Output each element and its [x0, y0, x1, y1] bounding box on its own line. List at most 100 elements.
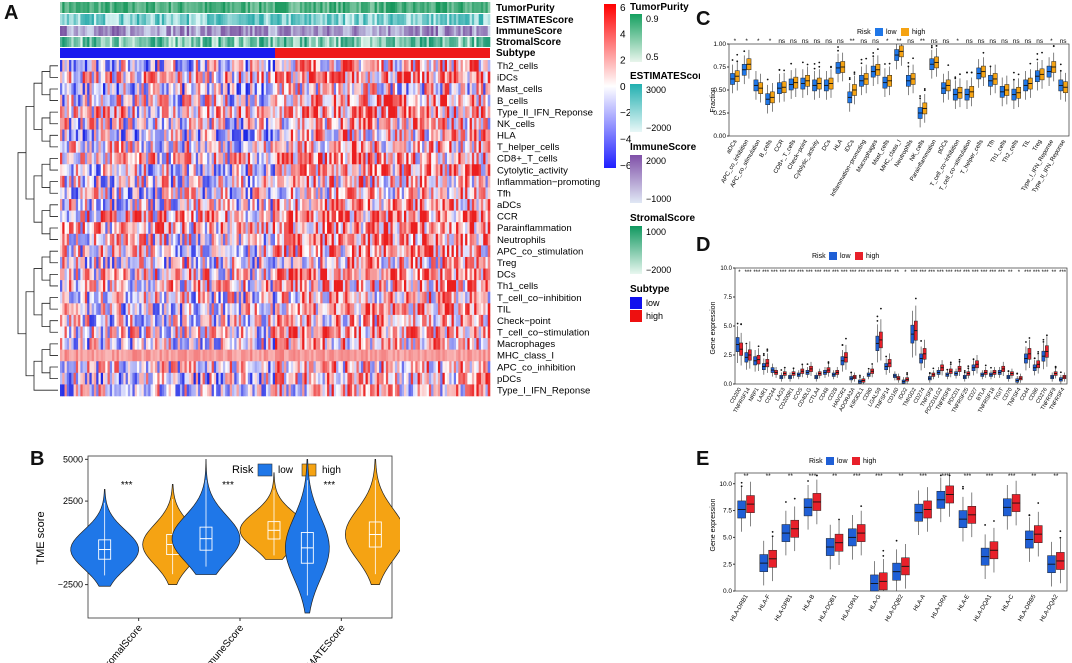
heatmap-cell — [388, 256, 391, 269]
heatmap-cell — [109, 164, 113, 177]
annotation-cell — [182, 26, 185, 36]
heatmap-cell — [179, 245, 183, 258]
heatmap-cell — [118, 256, 122, 269]
heatmap-cell — [458, 60, 461, 72]
heatmap-cell — [150, 141, 154, 153]
heatmap-cell — [347, 60, 350, 72]
annotation-cell — [189, 37, 192, 47]
subtype-high-bar — [275, 48, 490, 58]
heatmap-cell — [442, 106, 446, 119]
heatmap-cell — [406, 83, 409, 96]
heatmap-cell — [487, 94, 491, 107]
annotation-cell — [361, 37, 364, 47]
heatmap-cell — [442, 60, 446, 72]
heatmap-cell — [191, 117, 194, 130]
heatmap-cell — [229, 117, 233, 130]
heatmap-cell — [331, 280, 335, 293]
heatmap-cell — [365, 83, 369, 96]
heatmap-cell — [195, 106, 199, 119]
heatmap-cell — [469, 164, 473, 177]
heatmap-cell — [458, 94, 461, 107]
annotation-cell — [118, 26, 122, 36]
heatmap-cell — [207, 152, 210, 165]
heatmap-cell — [336, 222, 339, 235]
heatmap-cell — [73, 175, 77, 188]
heatmap-cell — [184, 164, 188, 177]
heatmap-cell — [204, 117, 208, 130]
heatmap-cell — [71, 210, 74, 223]
heatmap-cell — [112, 199, 115, 211]
heatmap-cell — [485, 129, 489, 142]
heatmap-cell — [293, 233, 296, 246]
heatmap-cell — [91, 141, 95, 153]
heatmap-cell — [365, 291, 369, 304]
heatmap-cell — [200, 280, 203, 293]
annotation-cell — [361, 2, 364, 13]
heatmap-cell — [198, 164, 201, 177]
annotation-cell — [347, 37, 350, 47]
heatmap-cell — [447, 222, 450, 235]
heatmap-cell — [394, 245, 398, 258]
heatmap-cell — [71, 314, 74, 327]
heatmap-cell — [143, 83, 147, 96]
subtype-low-bar — [60, 48, 275, 58]
heatmap-cell — [161, 245, 165, 258]
heatmap-cell — [134, 303, 138, 316]
annotation-cell — [449, 14, 452, 25]
annotation-cell — [322, 2, 326, 13]
heatmap-cell — [182, 303, 185, 316]
annotation-cell — [116, 37, 120, 47]
heatmap-cell — [263, 106, 267, 119]
heatmap-cell — [60, 314, 63, 327]
heatmap-cell — [440, 187, 443, 200]
heatmap-cell — [84, 210, 88, 223]
heatmap-cell — [177, 199, 181, 211]
heatmap-cell — [442, 141, 446, 153]
heatmap-cell — [388, 187, 391, 200]
heatmap-cell — [100, 245, 104, 258]
heatmap-cell — [397, 187, 400, 200]
heatmap-cell — [152, 129, 156, 142]
heatmap-cell — [168, 303, 172, 316]
heatmap-cell — [173, 164, 176, 177]
heatmap-cell — [193, 222, 197, 235]
heatmap-cell — [123, 83, 126, 96]
heatmap-cell — [66, 94, 70, 107]
heatmap-cell — [435, 129, 439, 142]
heatmap-cell — [200, 222, 203, 235]
heatmap-cell — [333, 256, 337, 269]
heatmap-cell — [408, 152, 412, 165]
heatmap-cell — [485, 222, 489, 235]
heatmap-cell — [467, 141, 470, 153]
heatmap-cell — [114, 129, 117, 142]
heatmap-cell — [107, 210, 111, 223]
heatmap-cell — [234, 117, 237, 130]
annotation-cell — [256, 37, 260, 47]
heatmap-cell — [385, 222, 389, 235]
heatmap-cell — [406, 129, 409, 142]
dendrogram-branch — [33, 268, 42, 316]
heatmap-cell — [211, 152, 215, 165]
heatmap-cell — [247, 175, 251, 188]
heatmap-cell — [164, 164, 167, 177]
heatmap-cell — [349, 291, 353, 304]
heatmap-cell — [227, 268, 231, 281]
annotation-cell — [256, 14, 260, 25]
annotation-cell — [367, 14, 371, 25]
heatmap-cell — [250, 141, 253, 153]
annotation-cell — [103, 14, 106, 25]
heatmap-cell — [372, 210, 375, 223]
annotation-cell — [329, 14, 332, 25]
heatmap-cell — [284, 164, 287, 177]
heatmap-cell — [64, 71, 68, 84]
heatmap-cell — [91, 245, 95, 258]
heatmap-cell — [381, 280, 384, 293]
heatmap-cell — [424, 256, 427, 269]
heatmap-cell — [238, 256, 242, 269]
heatmap-cell — [351, 199, 355, 211]
heatmap-cell — [207, 291, 210, 304]
heatmap-cell — [444, 71, 448, 84]
heatmap-cell — [238, 245, 242, 258]
heatmap-cell — [195, 210, 199, 223]
annotation-cell — [297, 2, 301, 13]
